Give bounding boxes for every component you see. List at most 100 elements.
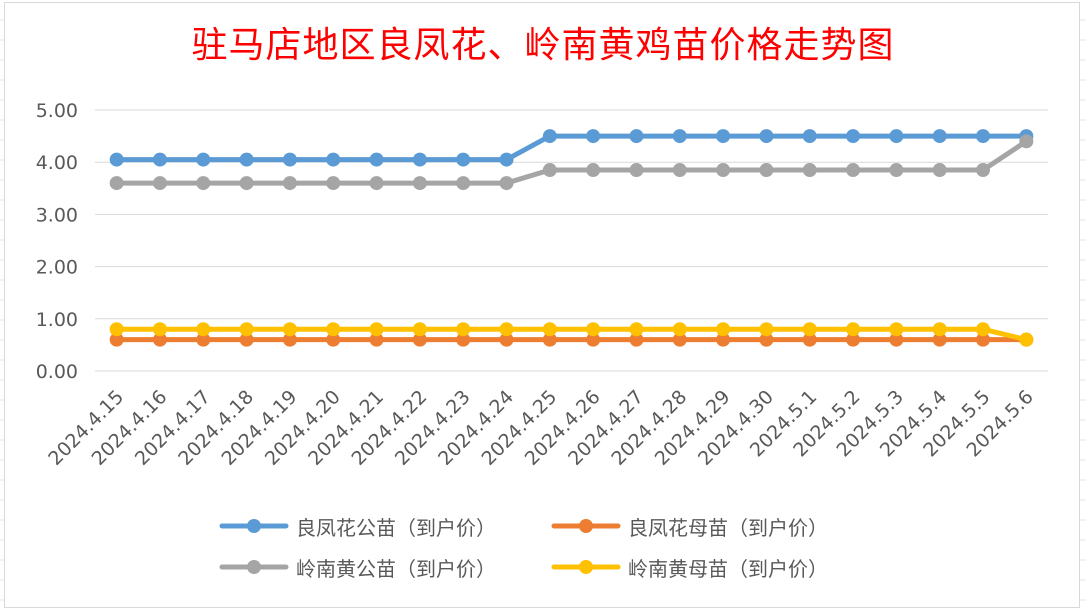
data-point: [716, 129, 731, 144]
data-point: [456, 332, 471, 347]
chart-legend: 良凤花公苗（到户价） 良凤花母苗（到户价） 岭南黄公苗（到户价） 岭南黄母苗（到户价）: [218, 512, 898, 581]
data-point: [326, 176, 341, 191]
data-point: [152, 332, 167, 347]
data-point: [152, 322, 167, 337]
data-point: [716, 163, 731, 178]
legend-swatch: [219, 519, 289, 533]
data-point: [932, 163, 947, 178]
data-point: [369, 322, 384, 337]
data-point: [1019, 134, 1034, 149]
data-point: [542, 332, 557, 347]
data-point: [759, 163, 774, 178]
data-point: [586, 129, 601, 144]
data-point: [109, 176, 124, 191]
legend-swatch: [551, 560, 621, 574]
data-point: [282, 332, 297, 347]
data-point: [369, 176, 384, 191]
data-point: [586, 332, 601, 347]
data-point: [326, 152, 341, 167]
data-point: [326, 322, 341, 337]
data-point: [152, 152, 167, 167]
data-point: [369, 332, 384, 347]
data-point: [802, 129, 817, 144]
data-point: [889, 163, 904, 178]
data-point: [239, 176, 254, 191]
data-point: [802, 322, 817, 337]
data-point: [109, 322, 124, 337]
series-line-4: [114, 326, 1029, 343]
data-point: [196, 176, 211, 191]
data-point: [672, 322, 687, 337]
data-point: [889, 322, 904, 337]
data-point: [889, 129, 904, 144]
data-point: [716, 332, 731, 347]
legend-item: 良凤花公苗（到户价）: [218, 512, 550, 540]
data-point: [369, 152, 384, 167]
data-point: [716, 322, 731, 337]
data-point: [976, 129, 991, 144]
data-point: [932, 129, 947, 144]
legend-item: 岭南黄母苗（到户价）: [550, 553, 890, 581]
data-point: [499, 176, 514, 191]
data-point: [672, 332, 687, 347]
data-point: [456, 152, 471, 167]
legend-swatch: [219, 560, 289, 574]
data-point: [412, 152, 427, 167]
data-point: [629, 322, 644, 337]
data-point: [499, 322, 514, 337]
data-point: [282, 322, 297, 337]
data-point: [282, 176, 297, 191]
data-point: [976, 322, 991, 337]
data-point: [412, 322, 427, 337]
data-point: [802, 163, 817, 178]
data-point: [802, 332, 817, 347]
data-point: [932, 322, 947, 337]
data-point: [759, 129, 774, 144]
data-point: [672, 129, 687, 144]
legend-label: 岭南黄公苗（到户价）: [296, 556, 496, 581]
y-tick-label: 5.00: [36, 100, 78, 122]
data-point: [109, 152, 124, 167]
data-point: [239, 332, 254, 347]
series-line-3: [114, 138, 1029, 186]
data-point: [282, 152, 297, 167]
y-tick-label: 4.00: [36, 152, 78, 174]
data-point: [759, 332, 774, 347]
data-point: [846, 129, 861, 144]
data-point: [976, 332, 991, 347]
data-point: [456, 322, 471, 337]
y-tick-label: 3.00: [36, 204, 78, 226]
legend-item: 良凤花母苗（到户价）: [550, 512, 890, 540]
data-point: [759, 322, 774, 337]
y-tick-label: 2.00: [36, 257, 78, 279]
data-point: [629, 129, 644, 144]
data-point: [846, 332, 861, 347]
data-point: [976, 163, 991, 178]
data-point: [109, 332, 124, 347]
data-point: [586, 163, 601, 178]
data-point: [412, 176, 427, 191]
legend-label: 良凤花公苗（到户价）: [296, 515, 496, 540]
data-point: [672, 163, 687, 178]
data-point: [499, 332, 514, 347]
data-point: [542, 129, 557, 144]
legend-item: 岭南黄公苗（到户价）: [218, 553, 550, 581]
data-point: [196, 152, 211, 167]
data-point: [196, 322, 211, 337]
data-point: [196, 332, 211, 347]
data-point: [932, 332, 947, 347]
data-point: [586, 322, 601, 337]
chart-area[interactable]: [4, 2, 1080, 608]
data-point: [629, 332, 644, 347]
legend-label: 良凤花母苗（到户价）: [628, 515, 828, 540]
y-tick-label: 1.00: [36, 309, 78, 331]
series-line-1: [114, 133, 1029, 163]
data-point: [152, 176, 167, 191]
legend-swatch: [551, 519, 621, 533]
data-point: [326, 332, 341, 347]
data-point: [846, 322, 861, 337]
legend-label: 岭南黄母苗（到户价）: [628, 556, 828, 581]
data-point: [1019, 332, 1034, 347]
data-point: [846, 163, 861, 178]
